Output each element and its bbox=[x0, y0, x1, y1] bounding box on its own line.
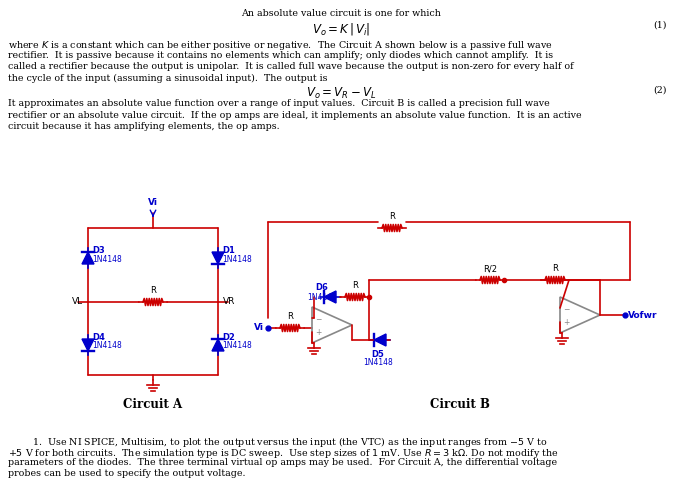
Text: Circuit B: Circuit B bbox=[430, 398, 490, 411]
Text: called a rectifier because the output is unipolar.  It is called full wave becau: called a rectifier because the output is… bbox=[8, 62, 574, 71]
Text: D5: D5 bbox=[372, 350, 385, 359]
Text: where $K$ is a constant which can be either positive or negative.  The Circuit A: where $K$ is a constant which can be eit… bbox=[8, 39, 553, 52]
Text: R/2: R/2 bbox=[483, 264, 497, 273]
Text: 1.  Use NI SPICE, Multisim, to plot the output versus the input (the VTC) as the: 1. Use NI SPICE, Multisim, to plot the o… bbox=[8, 435, 548, 449]
Text: $+5$ V for both circuits.  The simulation type is DC sweep.  Use step sizes of $: $+5$ V for both circuits. The simulation… bbox=[8, 447, 559, 460]
Text: $-$: $-$ bbox=[315, 313, 322, 322]
Text: R: R bbox=[287, 312, 293, 321]
Text: R: R bbox=[552, 264, 558, 273]
Text: 1N4148: 1N4148 bbox=[307, 293, 337, 301]
Text: 1N4148: 1N4148 bbox=[92, 342, 122, 351]
Text: An absolute value circuit is one for which: An absolute value circuit is one for whi… bbox=[241, 9, 441, 18]
Text: the cycle of the input (assuming a sinusoidal input).  The output is: the cycle of the input (assuming a sinus… bbox=[8, 73, 328, 82]
Text: rectifier or an absolute value circuit.  If the op amps are ideal, it implements: rectifier or an absolute value circuit. … bbox=[8, 111, 582, 120]
Text: $V_o = V_R - V_L$: $V_o = V_R - V_L$ bbox=[306, 86, 376, 101]
Text: VR: VR bbox=[223, 297, 236, 306]
Text: It approximates an absolute value function over a range of input values.  Circui: It approximates an absolute value functi… bbox=[8, 99, 550, 108]
Text: 1N4148: 1N4148 bbox=[222, 255, 252, 264]
Text: Circuit A: Circuit A bbox=[124, 398, 182, 411]
Text: D3: D3 bbox=[92, 245, 104, 255]
Text: Vi: Vi bbox=[254, 323, 264, 332]
Text: $+$: $+$ bbox=[315, 327, 322, 337]
Text: D4: D4 bbox=[92, 332, 105, 342]
Text: R: R bbox=[150, 286, 156, 295]
Text: (1): (1) bbox=[654, 21, 667, 30]
Text: parameters of the diodes.  The three terminal virtual op amps may be used.  For : parameters of the diodes. The three term… bbox=[8, 458, 557, 467]
Polygon shape bbox=[82, 339, 94, 351]
Text: Vi: Vi bbox=[148, 198, 158, 207]
Text: $V_o = K\,|\,V_i|$: $V_o = K\,|\,V_i|$ bbox=[311, 21, 370, 37]
Text: R: R bbox=[389, 212, 395, 221]
Text: VL: VL bbox=[72, 297, 83, 306]
Text: $-$: $-$ bbox=[563, 303, 570, 312]
Polygon shape bbox=[82, 252, 94, 264]
Text: circuit because it has amplifying elements, the op amps.: circuit because it has amplifying elemen… bbox=[8, 122, 279, 131]
Text: Vofwr: Vofwr bbox=[628, 310, 658, 319]
Polygon shape bbox=[374, 334, 386, 346]
Text: 1N4148: 1N4148 bbox=[92, 255, 122, 264]
Text: (2): (2) bbox=[654, 86, 667, 95]
Text: R: R bbox=[352, 281, 358, 290]
Text: $+$: $+$ bbox=[563, 317, 570, 327]
Text: D2: D2 bbox=[222, 332, 235, 342]
Polygon shape bbox=[212, 339, 224, 351]
Text: rectifier.  It is passive because it contains no elements which can amplify; onl: rectifier. It is passive because it cont… bbox=[8, 50, 553, 59]
Polygon shape bbox=[212, 252, 224, 264]
Text: probes can be used to specify the output voltage.: probes can be used to specify the output… bbox=[8, 469, 245, 478]
Text: D1: D1 bbox=[222, 245, 235, 255]
Text: 1N4148: 1N4148 bbox=[363, 358, 393, 367]
Polygon shape bbox=[324, 291, 336, 303]
Text: D6: D6 bbox=[316, 284, 329, 293]
Text: 1N4148: 1N4148 bbox=[222, 342, 252, 351]
